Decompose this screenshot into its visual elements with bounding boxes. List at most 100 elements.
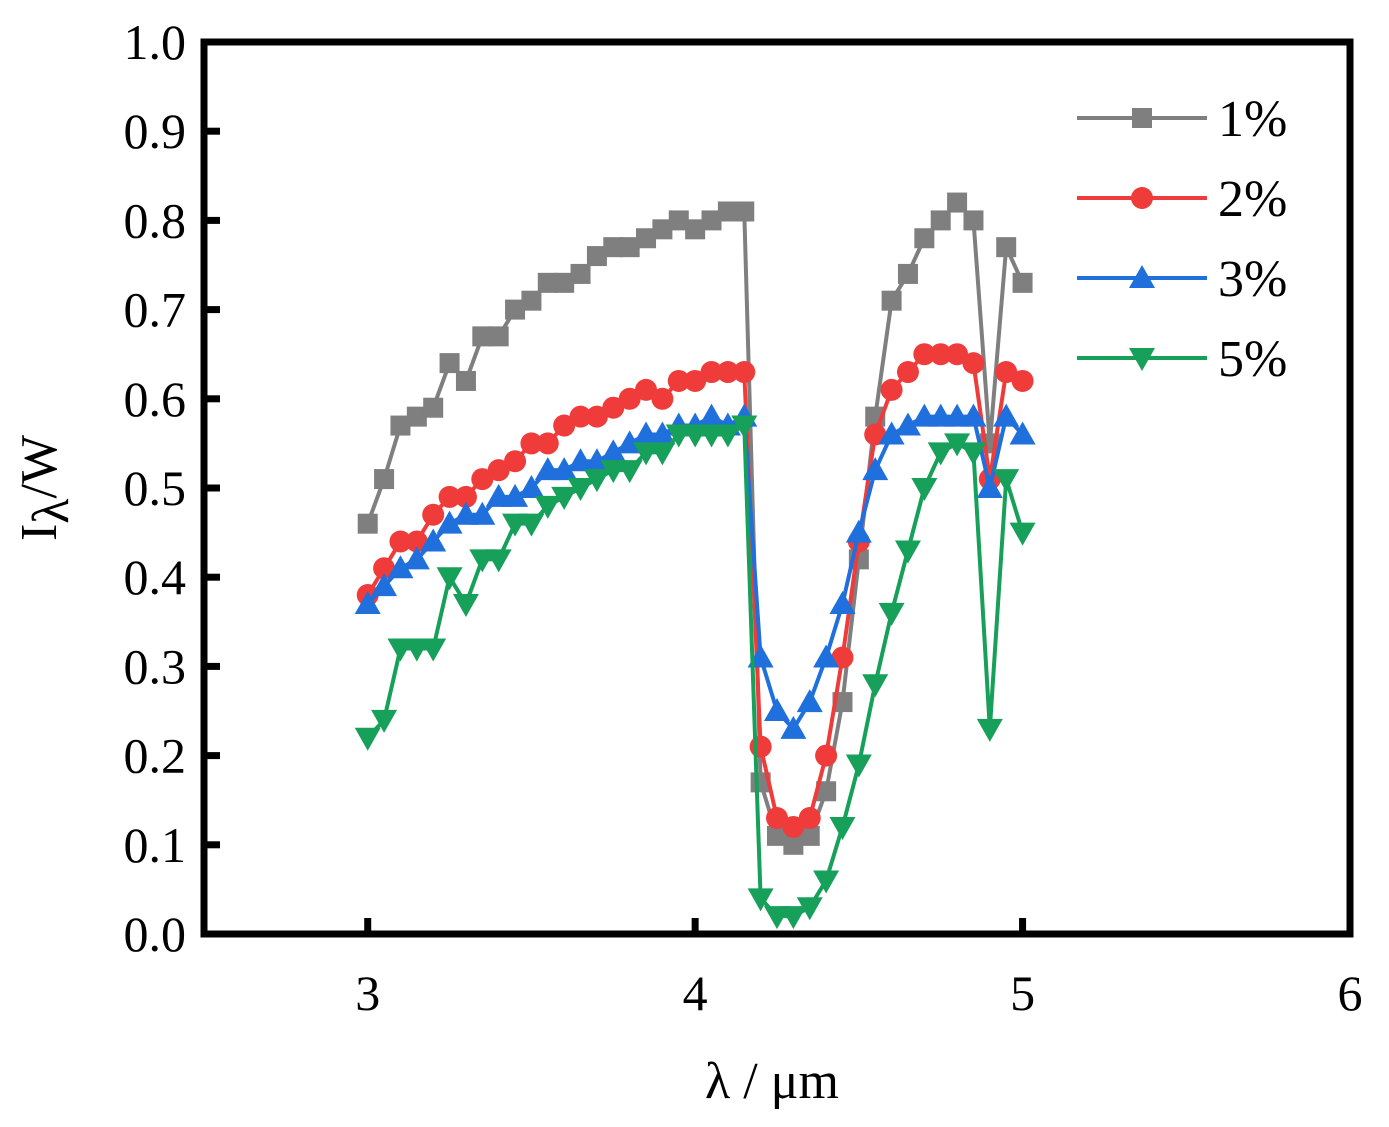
data-point xyxy=(472,326,493,347)
legend-label: 2% xyxy=(1218,171,1287,228)
data-point xyxy=(600,460,627,484)
legend-marker xyxy=(1129,265,1155,288)
legend-marker xyxy=(1129,348,1155,371)
data-point xyxy=(585,405,608,428)
data-point xyxy=(665,424,692,448)
data-point xyxy=(911,403,938,427)
data-point xyxy=(780,715,807,739)
data-point xyxy=(783,834,804,855)
data-point xyxy=(993,469,1020,493)
data-point xyxy=(927,442,954,466)
data-point xyxy=(504,450,527,473)
data-point xyxy=(684,369,707,392)
data-point xyxy=(813,870,840,894)
data-point xyxy=(569,405,592,428)
data-point xyxy=(636,228,657,249)
data-point xyxy=(534,495,561,519)
data-point xyxy=(767,825,787,846)
data-point xyxy=(1011,369,1034,392)
data-point xyxy=(583,469,610,493)
data-point xyxy=(829,816,856,840)
data-point xyxy=(668,210,689,231)
data-point xyxy=(537,272,558,293)
data-point xyxy=(586,246,607,267)
series-4 xyxy=(354,415,1036,930)
data-point xyxy=(845,519,872,543)
data-point xyxy=(714,424,741,448)
data-point xyxy=(881,290,902,311)
x-tick-label: 3 xyxy=(355,965,380,1021)
data-point xyxy=(454,485,477,508)
data-point xyxy=(685,219,706,240)
data-point xyxy=(502,513,529,537)
data-point xyxy=(944,403,971,427)
data-point xyxy=(976,475,1003,498)
y-tick-label: 0.2 xyxy=(124,728,187,784)
data-point xyxy=(600,439,627,463)
data-point xyxy=(1012,272,1033,293)
data-point xyxy=(633,421,660,445)
data-point xyxy=(387,638,414,662)
data-point xyxy=(420,528,447,552)
legend-item: 2% xyxy=(1077,171,1287,228)
data-point xyxy=(764,906,790,930)
data-point xyxy=(469,501,496,525)
data-point xyxy=(929,343,952,366)
data-point xyxy=(420,638,447,662)
data-point xyxy=(946,343,969,366)
data-point xyxy=(782,815,805,838)
data-point xyxy=(452,593,479,617)
data-point xyxy=(603,237,624,258)
data-point xyxy=(766,807,788,830)
data-point xyxy=(551,486,578,510)
y-tick-label: 0.6 xyxy=(124,371,187,427)
data-point xyxy=(455,370,476,391)
y-axis-title-main: I xyxy=(11,524,68,541)
data-point xyxy=(618,387,641,410)
series-3 xyxy=(354,403,1036,739)
data-point xyxy=(438,485,461,508)
data-point xyxy=(914,228,935,249)
series-layer xyxy=(354,192,1036,930)
series-line xyxy=(366,414,1025,731)
data-point xyxy=(880,378,903,401)
data-point xyxy=(354,590,381,614)
data-point xyxy=(815,744,838,767)
data-point xyxy=(698,424,725,448)
data-point xyxy=(829,590,856,614)
data-point xyxy=(439,353,460,374)
data-point xyxy=(567,448,594,472)
x-tick-label: 4 xyxy=(683,965,708,1021)
data-point xyxy=(960,403,987,427)
data-point xyxy=(816,781,837,802)
series-2 xyxy=(356,343,1034,838)
data-point xyxy=(897,263,918,284)
data-point xyxy=(796,897,823,921)
data-point xyxy=(1009,421,1036,445)
data-point xyxy=(731,415,758,439)
data-point xyxy=(487,459,510,482)
data-point xyxy=(734,201,755,222)
data-point xyxy=(894,412,921,436)
data-point xyxy=(798,807,821,830)
data-point xyxy=(813,644,840,668)
data-point xyxy=(390,415,411,436)
data-point xyxy=(911,478,938,501)
data-point xyxy=(913,343,936,366)
y-axis-title: Iλ/W xyxy=(11,435,80,541)
data-point xyxy=(371,709,398,733)
data-point xyxy=(764,698,790,721)
y-tick-label: 0.5 xyxy=(124,460,187,516)
data-point xyxy=(373,557,396,580)
data-point xyxy=(930,210,951,231)
data-point xyxy=(896,361,919,384)
data-point xyxy=(422,503,445,526)
data-point xyxy=(551,457,578,481)
data-point xyxy=(469,549,496,573)
y-axis-title-tail: /W xyxy=(11,435,68,499)
data-point xyxy=(521,290,542,311)
legend-label: 1% xyxy=(1218,91,1287,148)
data-point xyxy=(436,567,463,591)
data-point xyxy=(944,433,971,457)
data-point xyxy=(471,468,494,491)
